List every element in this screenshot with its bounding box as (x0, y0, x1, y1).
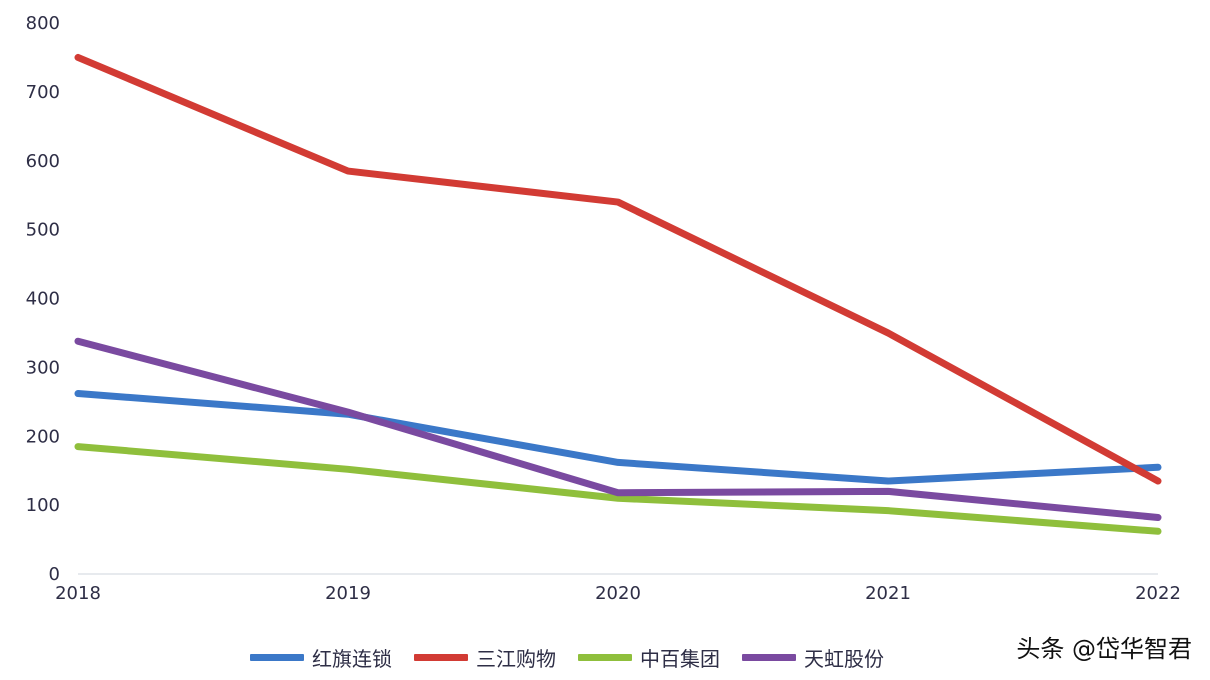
y-axis-tick-label: 200 (26, 426, 60, 447)
legend-item-series-2[interactable]: 三江购物 (414, 643, 556, 672)
y-axis-tick-label: 0 (49, 564, 60, 585)
y-axis-tick-label: 500 (26, 220, 60, 241)
x-axis-tick-label: 2019 (325, 583, 371, 604)
series-line-3[interactable] (74, 443, 1162, 535)
x-axis-tick-labels: 2018 2019 2020 2021 2022 (55, 583, 1181, 604)
y-axis-tick-label: 600 (26, 151, 60, 172)
legend-label-series-1: 红旗连锁 (312, 646, 392, 671)
legend-item-series-3[interactable]: 中百集团 (578, 643, 720, 672)
watermark: 头条 @岱华智君 (1016, 635, 1192, 663)
legend: 红旗连锁 三江购物 中百集团 天虹股份 (250, 640, 884, 674)
series-line-2[interactable] (74, 53, 1162, 485)
legend-swatch-series-1 (250, 653, 304, 661)
legend-item-series-1[interactable]: 红旗连锁 (250, 643, 392, 672)
y-axis-tick-label: 100 (26, 495, 60, 516)
y-axis-tick-label: 700 (26, 82, 60, 103)
legend-swatch-series-4 (742, 653, 796, 661)
series-line-4[interactable] (74, 337, 1162, 522)
y-axis-tick-label: 400 (26, 289, 60, 310)
x-axis-tick-label: 2018 (55, 583, 101, 604)
legend-label-series-4: 天虹股份 (804, 646, 884, 671)
legend-label-series-2: 三江购物 (476, 646, 556, 671)
legend-item-series-4[interactable]: 天虹股份 (742, 643, 884, 672)
x-axis-tick-label: 2022 (1135, 583, 1181, 604)
x-axis-tick-label: 2021 (865, 583, 911, 604)
y-axis-tick-labels: 0 100 200 300 400 500 600 700 800 (26, 13, 60, 585)
y-axis-tick-label: 800 (26, 13, 60, 34)
legend-label-series-3: 中百集团 (640, 646, 720, 671)
series-lines (74, 53, 1162, 535)
legend-swatch-series-3 (578, 653, 632, 661)
series-line-1[interactable] (74, 390, 1162, 485)
y-axis-tick-label: 300 (26, 357, 60, 378)
x-axis-tick-label: 2020 (595, 583, 641, 604)
legend-swatch-series-2 (414, 653, 468, 661)
